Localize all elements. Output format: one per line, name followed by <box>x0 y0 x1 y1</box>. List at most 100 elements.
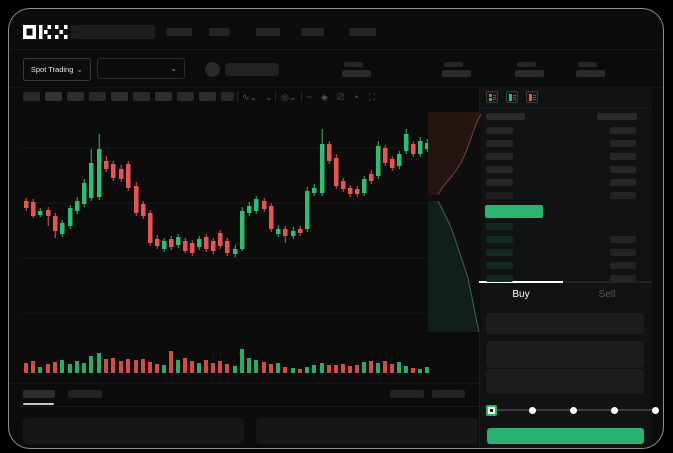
timeframe-chip[interactable] <box>199 92 216 101</box>
orderbook-ask-price-bar <box>486 166 513 173</box>
buy-submit-button[interactable] <box>487 428 644 444</box>
pair-dropdown[interactable]: ⌄ <box>97 58 185 79</box>
orderbook-header-placeholder <box>486 113 525 120</box>
market-type-selector[interactable]: Spot Trading ⌄ <box>23 58 91 81</box>
orderbook-bid-size-bar <box>610 249 636 256</box>
timeframe-chip[interactable] <box>111 92 128 101</box>
nav-item-placeholder[interactable] <box>209 28 230 36</box>
nav-item-placeholder[interactable] <box>256 28 280 36</box>
bottom-tab-placeholder[interactable] <box>23 390 55 398</box>
bottom-row-placeholder <box>23 418 244 444</box>
fullscreen-icon[interactable]: ⛶ <box>369 92 376 102</box>
candlestick-chart[interactable] <box>9 9 664 449</box>
orderbook-ask-size-bar <box>610 153 636 160</box>
token-avatar <box>205 62 220 77</box>
orderbook-ask-size-bar <box>610 166 636 173</box>
tab-sell[interactable]: Sell <box>565 285 649 303</box>
orderbook-ask-size-bar <box>610 192 636 199</box>
line-type-icon[interactable]: ~ <box>307 92 313 102</box>
tab-buy[interactable]: Buy <box>479 285 563 303</box>
orderbook-bid-price-bar <box>486 275 513 282</box>
buy-tab-label: Buy <box>512 288 530 300</box>
orderbook-bid-price-bar <box>486 249 513 256</box>
nav-item-placeholder[interactable] <box>301 28 324 36</box>
orderbook-icon-col <box>528 93 532 101</box>
okx-logo[interactable] <box>23 24 69 40</box>
active-tab-underline <box>23 403 54 405</box>
trade-tabs-divider <box>480 281 652 283</box>
orderbook-asks-view-icon[interactable] <box>526 91 538 103</box>
toolbar-divider <box>9 87 663 88</box>
active-tab-indicator <box>479 281 563 283</box>
stat-label-placeholder <box>517 62 536 67</box>
orderbook-ask-size-bar <box>610 127 636 134</box>
sell-tab-label: Sell <box>598 288 616 300</box>
slider-handle[interactable] <box>485 404 497 416</box>
stat-value-placeholder <box>515 70 544 77</box>
timeframe-chip[interactable] <box>177 92 194 101</box>
timeframe-chip[interactable] <box>67 92 84 101</box>
slider-stop-dot[interactable] <box>651 406 659 414</box>
orderbook-icon-col <box>488 93 492 101</box>
stat-value-placeholder <box>576 70 605 77</box>
orderbook-bid-price-bar <box>486 262 513 269</box>
stat-value-placeholder <box>342 70 371 77</box>
orderbook-last-price-bar[interactable] <box>485 205 543 218</box>
order-form-field[interactable] <box>486 369 644 394</box>
orderbook-header-placeholder <box>597 113 637 120</box>
slider-stop-dot[interactable] <box>569 406 577 414</box>
snapshot-icon[interactable]: ⎚ <box>337 92 345 102</box>
toolbar-separator <box>301 91 302 102</box>
orderbook-ask-size-bar <box>610 179 636 186</box>
timeframe-chip[interactable] <box>155 92 172 101</box>
orderbook-bids-view-icon[interactable] <box>506 91 518 103</box>
orderbook-combined-view-icon[interactable] <box>486 91 498 103</box>
navbar-divider <box>9 49 663 50</box>
orderbook-ask-price-bar <box>486 179 513 186</box>
history-icon[interactable]: ◔ <box>353 92 359 102</box>
timeframe-chip[interactable] <box>45 92 62 101</box>
bottom-action-placeholder[interactable] <box>432 390 465 398</box>
orderbook-icon-lines <box>533 94 536 101</box>
orderbook-bid-price-bar <box>486 223 513 230</box>
indicators-dropdown-icon[interactable]: ⌄ <box>265 92 273 102</box>
bottom-tab-placeholder[interactable] <box>68 390 102 398</box>
orderbook-ask-price-bar <box>486 140 513 147</box>
toolbar-separator <box>275 91 276 102</box>
nav-item-placeholder[interactable] <box>166 28 192 36</box>
bottom-tabs-divider <box>21 406 479 407</box>
toolbar-separator <box>237 91 238 102</box>
navbar-search-placeholder[interactable] <box>71 25 155 39</box>
order-form-field[interactable] <box>486 313 644 334</box>
timeframe-chip[interactable] <box>133 92 150 101</box>
toolbar-value-placeholder <box>225 63 279 76</box>
orderbook-bid-size-bar <box>610 262 636 269</box>
orderbook-icon-lines <box>513 94 516 101</box>
orderbook-ask-price-bar <box>486 192 513 199</box>
timeframe-chip[interactable] <box>89 92 106 101</box>
orderbook-bid-size-bar <box>610 236 636 243</box>
orderbook-ask-price-bar <box>486 153 513 160</box>
stat-label-placeholder <box>578 62 597 67</box>
orderbook-icon-col <box>508 93 512 101</box>
orderbook-ask-size-bar <box>610 140 636 147</box>
order-form-field[interactable] <box>486 341 644 368</box>
stat-value-placeholder <box>442 70 471 77</box>
bottom-row-placeholder <box>256 418 478 444</box>
app-window: Spot Trading ⌄ ⌄ ∿⌄ ⌄ ◎⌄ ~ ◈ ⎚ ◔ ⛶ Buy Sell <box>8 8 664 449</box>
orderbook-header-divider <box>480 107 652 108</box>
bottom-action-placeholder[interactable] <box>390 390 424 398</box>
slider-stop-dot[interactable] <box>610 406 618 414</box>
slider-stop-dot[interactable] <box>528 406 536 414</box>
compare-icon[interactable]: ◈ <box>321 92 328 102</box>
timeframe-chip[interactable] <box>221 92 234 101</box>
chart-template-icon[interactable]: ◎⌄ <box>281 92 297 102</box>
bottom-section-divider <box>9 383 479 384</box>
indicators-icon[interactable]: ∿⌄ <box>242 92 258 102</box>
nav-item-placeholder[interactable] <box>349 28 376 36</box>
orderbook-bid-price-bar <box>486 236 513 243</box>
stat-label-placeholder <box>344 62 363 67</box>
orderbook-bid-size-bar <box>610 275 636 282</box>
timeframe-chip[interactable] <box>23 92 40 101</box>
stat-label-placeholder <box>444 62 463 67</box>
